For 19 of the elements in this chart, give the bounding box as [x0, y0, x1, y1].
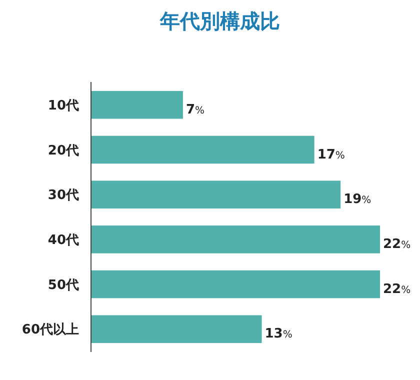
data-label: 7% — [186, 102, 205, 118]
data-label: 13% — [264, 326, 292, 342]
bar — [91, 136, 314, 164]
bar — [91, 315, 262, 344]
data-label: 22% — [383, 236, 411, 252]
y-tick-label: 40代 — [48, 232, 79, 248]
y-tick-label: 10代 — [48, 98, 79, 114]
y-tick-label: 60代以上 — [22, 322, 79, 338]
bar — [91, 180, 341, 208]
data-label: 17% — [317, 147, 345, 162]
y-tick-label: 20代 — [48, 143, 79, 158]
data-label: 22% — [383, 282, 411, 297]
y-tick-label: 30代 — [48, 188, 79, 204]
bar — [91, 270, 380, 298]
y-tick-label: 50代 — [48, 278, 79, 293]
chart-title: 年代別構成比 — [159, 9, 280, 33]
data-label: 19% — [344, 192, 372, 208]
bar — [91, 226, 380, 254]
bar — [91, 90, 183, 119]
